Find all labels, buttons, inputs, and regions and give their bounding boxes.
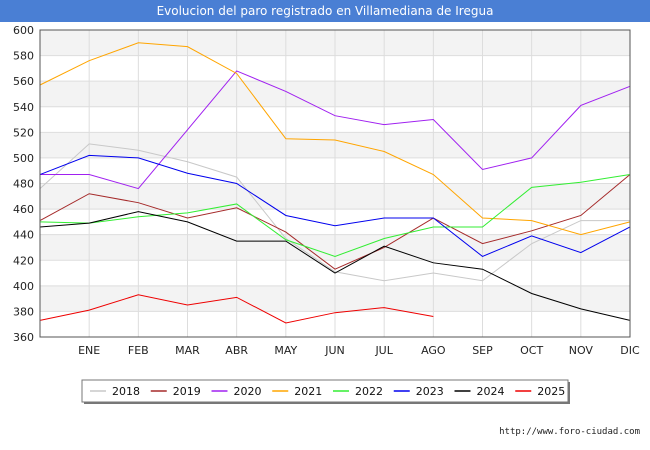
y-tick-label: 540 [13, 101, 34, 114]
x-tick-label: FEB [128, 344, 149, 357]
x-tick-label: ABR [225, 344, 248, 357]
legend-label-2021: 2021 [294, 385, 322, 398]
plot-frame [39, 29, 631, 338]
x-axis-ticks: ENE FEB MAR ABR MAY JUN JUL AGO SEP OCT NOV DIC [78, 344, 640, 357]
legend-label-2019: 2019 [173, 385, 201, 398]
x-tick-label: ENE [78, 344, 100, 357]
y-tick-label: 500 [13, 152, 34, 165]
series-line-2022 [39, 174, 631, 257]
source-url[interactable]: http://www.foro-ciudad.com [499, 427, 640, 437]
legend-label-2022: 2022 [355, 385, 383, 398]
legend-label-2024: 2024 [477, 385, 505, 398]
legend-label-2025: 2025 [537, 385, 565, 398]
series-line-2018 [39, 143, 630, 282]
y-tick-label: 600 [13, 24, 34, 37]
x-tick-label: JUN [324, 344, 345, 357]
x-tick-label: SEP [472, 344, 493, 357]
series-line-2024 [39, 211, 631, 321]
series-line-2020 [40, 70, 631, 190]
series-line-2023 [39, 154, 631, 257]
series-line-2021 [39, 42, 631, 236]
series-line-2025 [39, 294, 434, 324]
x-tick-label: NOV [569, 344, 594, 357]
legend-label-2018: 2018 [112, 385, 140, 398]
y-tick-label: 440 [13, 229, 34, 242]
y-tick-label: 360 [13, 331, 34, 344]
x-tick-label: DIC [620, 344, 640, 357]
legend-box [81, 379, 569, 403]
x-tick-label: AGO [421, 344, 446, 357]
y-tick-label: 460 [13, 203, 34, 216]
x-tick-label: OCT [520, 344, 543, 357]
y-tick-label: 580 [13, 50, 34, 63]
chart-title: Evolucion del paro registrado en Villame… [0, 0, 650, 22]
legend-label-2020: 2020 [234, 385, 262, 398]
series-lines [39, 42, 631, 324]
x-tick-label: MAR [175, 344, 200, 357]
legend-label-2023: 2023 [416, 385, 444, 398]
series-line-2019 [39, 174, 631, 270]
x-tick-label: JUL [374, 344, 393, 357]
y-axis-ticks: 360 380 400 420 440 460 480 500 520 540 560 580 600 [13, 24, 34, 344]
y-tick-label: 380 [13, 305, 34, 318]
y-tick-label: 520 [13, 126, 34, 139]
x-tick-label: MAY [274, 344, 297, 357]
y-tick-label: 420 [13, 254, 34, 267]
y-tick-label: 560 [13, 75, 34, 88]
y-tick-label: 480 [13, 178, 34, 191]
y-tick-label: 400 [13, 280, 34, 293]
legend: 2018 2019 2020 2021 2022 2023 2024 2025 [81, 379, 570, 404]
